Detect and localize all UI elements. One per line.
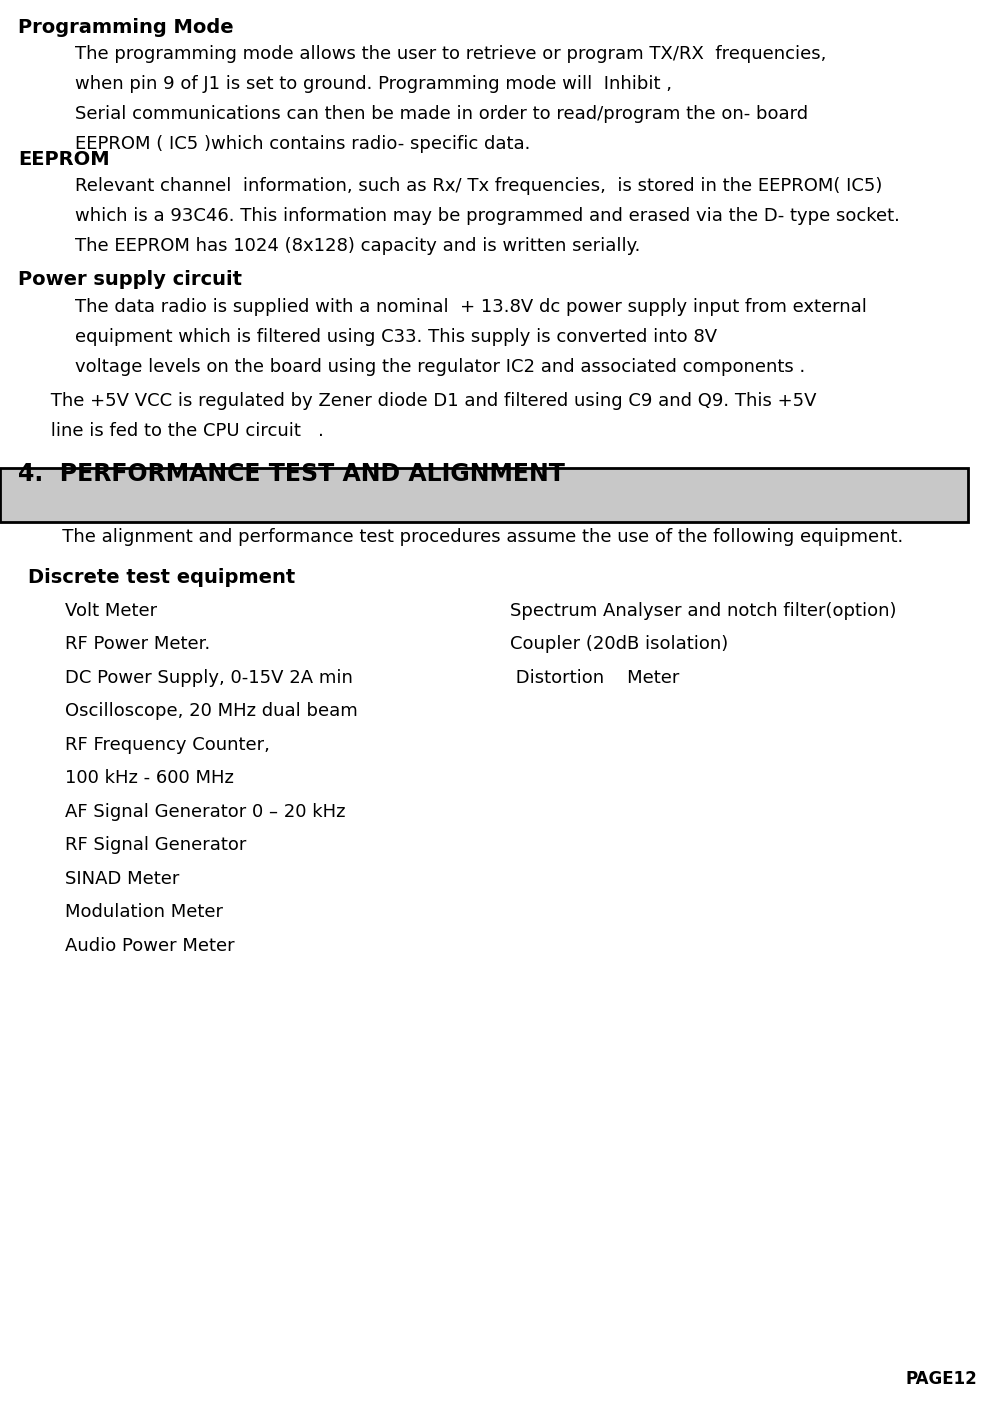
- Text: RF Signal Generator: RF Signal Generator: [65, 836, 246, 854]
- Text: The alignment and performance test procedures assume the use of the following eq: The alignment and performance test proce…: [45, 527, 903, 546]
- Text: RF Frequency Counter,: RF Frequency Counter,: [65, 736, 270, 754]
- Text: which is a 93C46. This information may be programmed and erased via the D- type : which is a 93C46. This information may b…: [75, 207, 899, 226]
- Text: voltage levels on the board using the regulator IC2 and associated components .: voltage levels on the board using the re…: [75, 358, 805, 376]
- Text: Oscilloscope, 20 MHz dual beam: Oscilloscope, 20 MHz dual beam: [65, 702, 358, 721]
- Text: when pin 9 of J1 is set to ground. Programming mode will  Inhibit ,: when pin 9 of J1 is set to ground. Progr…: [75, 75, 672, 93]
- Text: EEPROM ( IC5 )which contains radio- specific data.: EEPROM ( IC5 )which contains radio- spec…: [75, 135, 531, 154]
- Text: AF Signal Generator 0 – 20 kHz: AF Signal Generator 0 – 20 kHz: [65, 804, 346, 821]
- Text: The programming mode allows the user to retrieve or program TX/RX  frequencies,: The programming mode allows the user to …: [75, 45, 826, 63]
- Text: Discrete test equipment: Discrete test equipment: [28, 568, 295, 587]
- Text: EEPROM: EEPROM: [18, 149, 110, 169]
- Text: DC Power Supply, 0-15V 2A min: DC Power Supply, 0-15V 2A min: [65, 668, 353, 687]
- Text: 100 kHz - 600 MHz: 100 kHz - 600 MHz: [65, 770, 234, 788]
- Text: Coupler (20dB isolation): Coupler (20dB isolation): [510, 636, 729, 653]
- Text: The EEPROM has 1024 (8x128) capacity and is written serially.: The EEPROM has 1024 (8x128) capacity and…: [75, 237, 640, 255]
- Text: RF Power Meter.: RF Power Meter.: [65, 636, 210, 653]
- Text: Spectrum Analyser and notch filter(option): Spectrum Analyser and notch filter(optio…: [510, 602, 896, 620]
- Text: equipment which is filtered using C33. This supply is converted into 8V: equipment which is filtered using C33. T…: [75, 329, 718, 345]
- Text: The data radio is supplied with a nominal  + 13.8V dc power supply input from ex: The data radio is supplied with a nomina…: [75, 298, 867, 316]
- Text: Serial communications can then be made in order to read/program the on- board: Serial communications can then be made i…: [75, 104, 808, 123]
- Text: Relevant channel  information, such as Rx/ Tx frequencies,  is stored in the EEP: Relevant channel information, such as Rx…: [75, 178, 882, 195]
- Text: Distortion    Meter: Distortion Meter: [510, 668, 679, 687]
- Bar: [0, 468, 968, 522]
- Text: line is fed to the CPU circuit   .: line is fed to the CPU circuit .: [45, 422, 324, 440]
- Text: Modulation Meter: Modulation Meter: [65, 904, 223, 922]
- Text: Audio Power Meter: Audio Power Meter: [65, 938, 234, 955]
- Text: Volt Meter: Volt Meter: [65, 602, 157, 620]
- Text: Programming Mode: Programming Mode: [18, 18, 233, 37]
- Text: PAGE12: PAGE12: [904, 1371, 977, 1387]
- Text: 4.  PERFORMANCE TEST AND ALIGNMENT: 4. PERFORMANCE TEST AND ALIGNMENT: [18, 462, 565, 486]
- Text: Power supply circuit: Power supply circuit: [18, 269, 242, 289]
- Text: The +5V VCC is regulated by Zener diode D1 and filtered using C9 and Q9. This +5: The +5V VCC is regulated by Zener diode …: [45, 392, 816, 410]
- Text: SINAD Meter: SINAD Meter: [65, 870, 179, 888]
